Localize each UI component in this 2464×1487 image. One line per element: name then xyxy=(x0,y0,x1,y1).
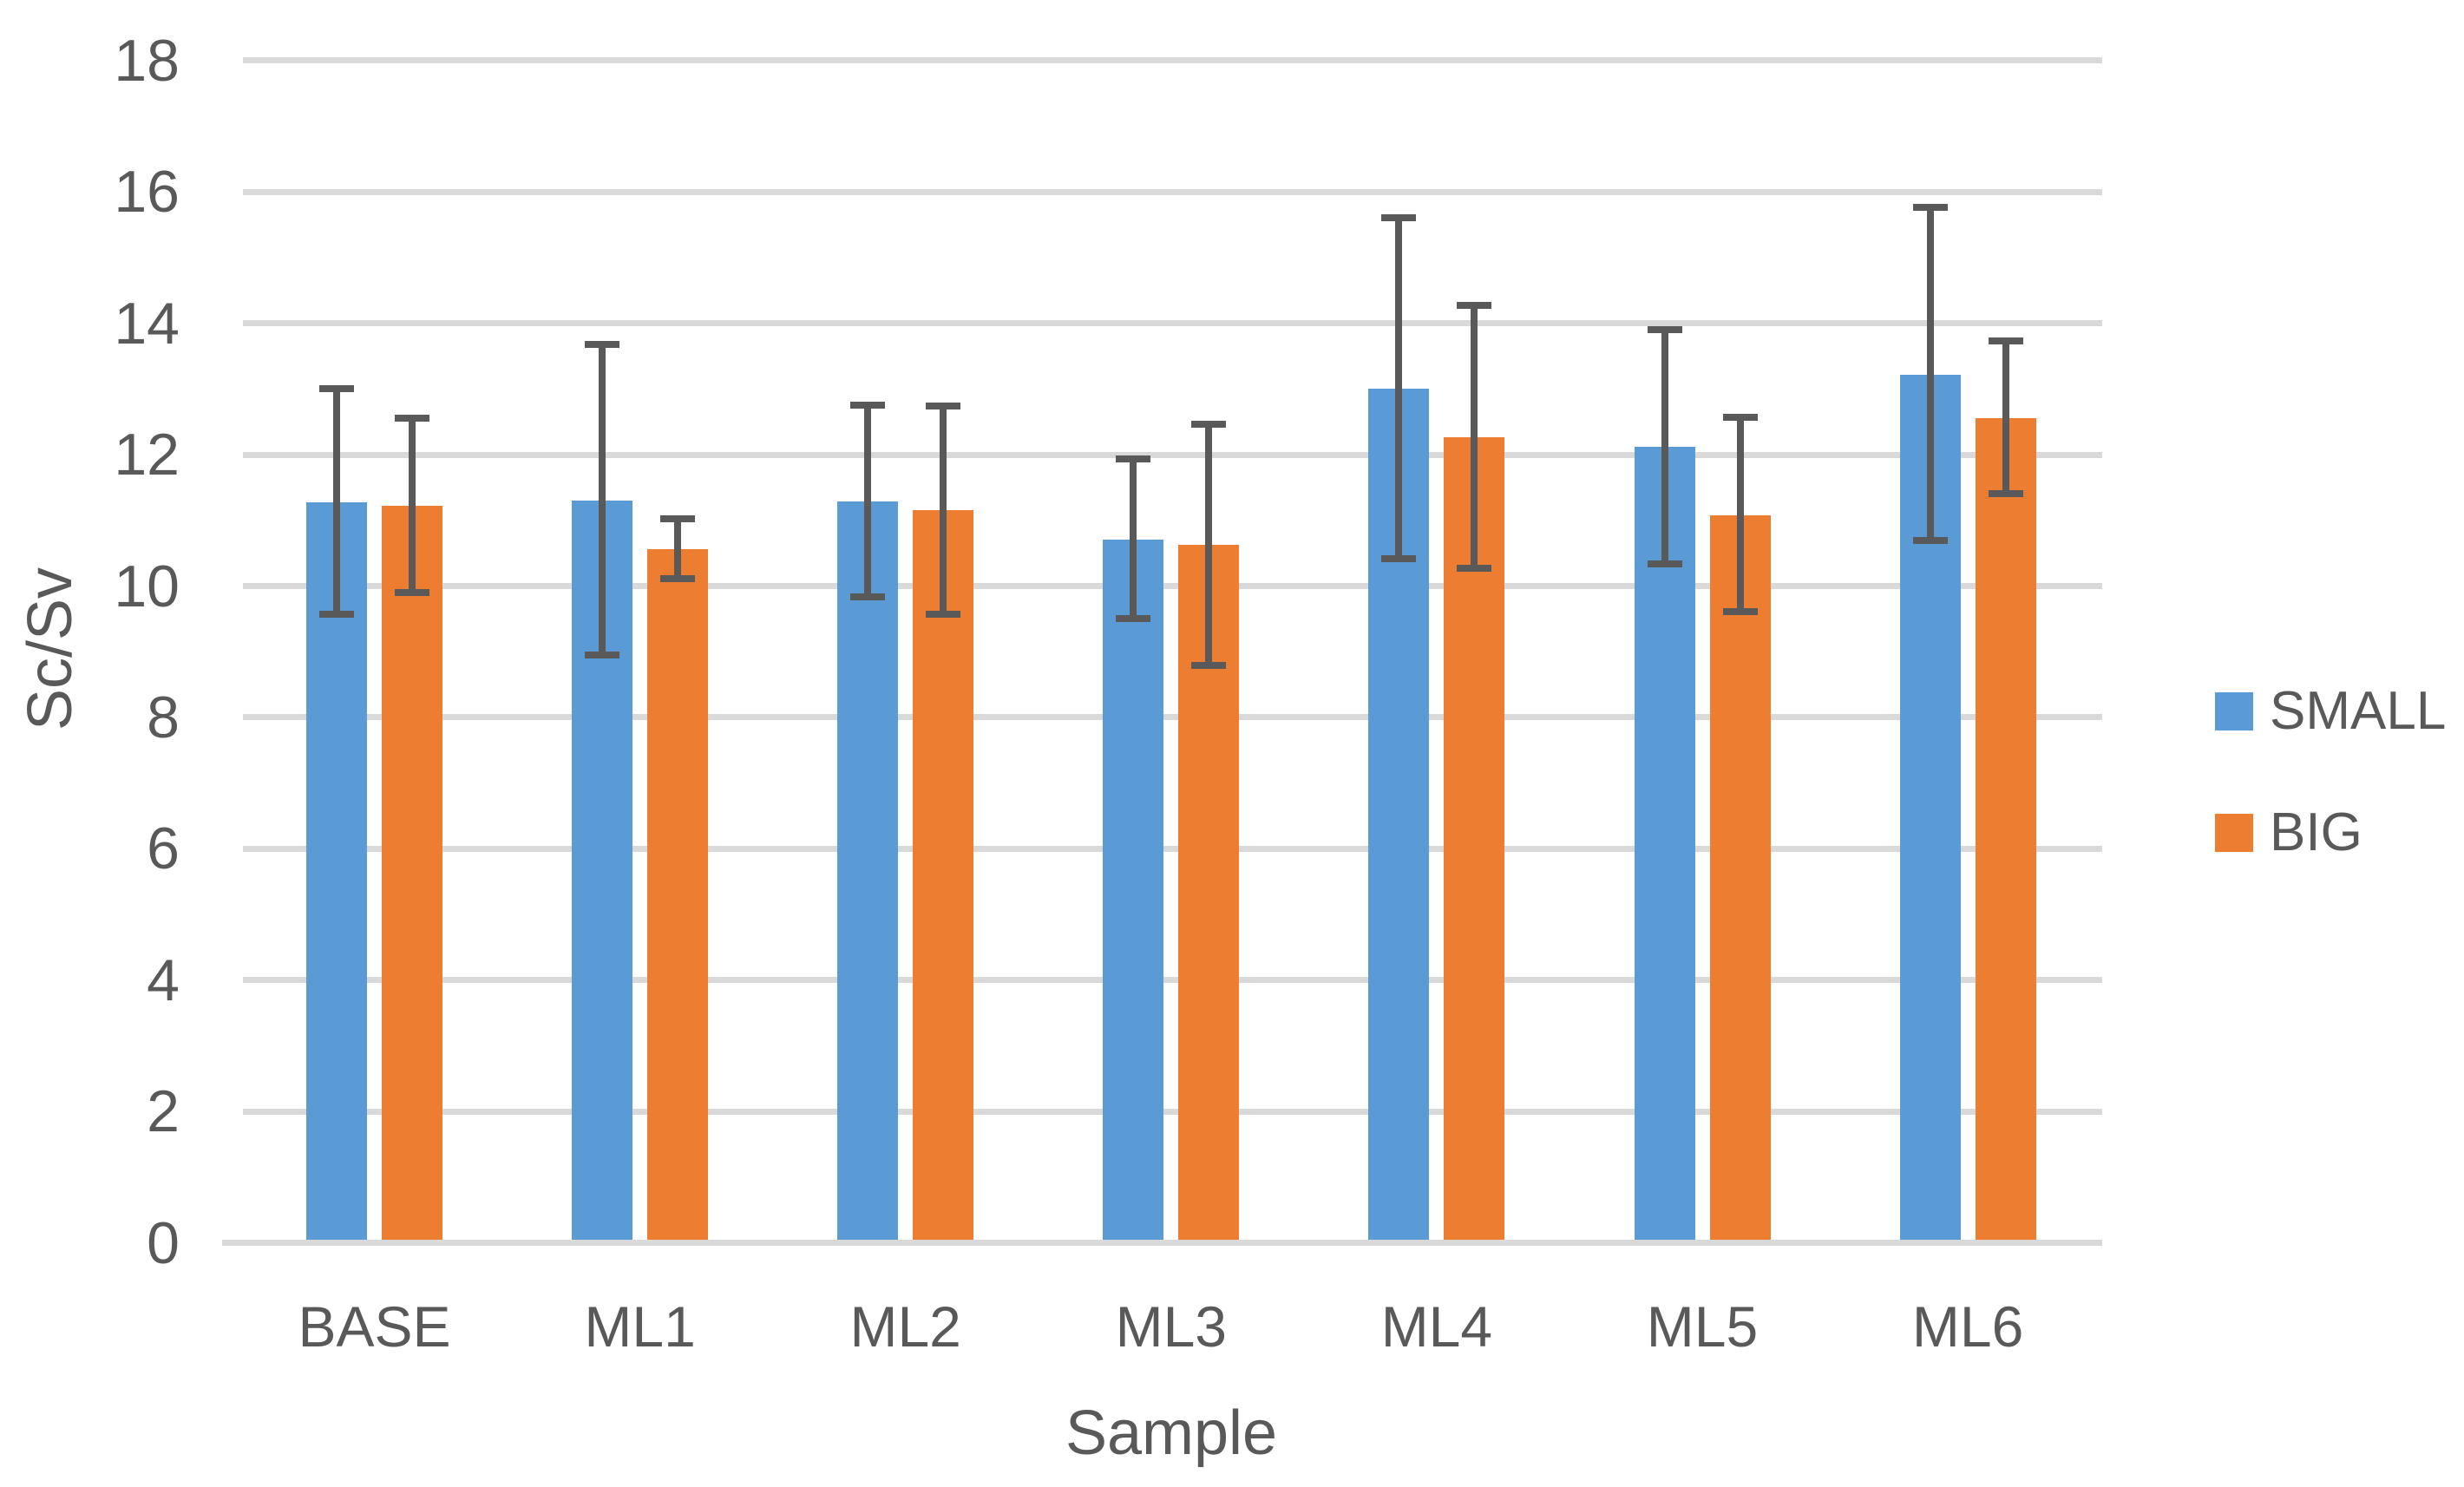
error-bar-cap-lower xyxy=(1381,554,1417,562)
gridline xyxy=(243,977,2102,984)
legend-swatch-big xyxy=(2215,814,2253,852)
gridline xyxy=(243,57,2102,64)
error-bar-cap-upper xyxy=(1647,326,1682,334)
y-tick-label: 4 xyxy=(147,947,180,1013)
error-bar-small-ml4 xyxy=(1395,217,1403,559)
error-bar-cap-lower xyxy=(1116,615,1151,623)
error-bar-small-ml5 xyxy=(1661,330,1668,564)
x-category-label: ML2 xyxy=(849,1294,961,1359)
error-bar-cap-upper xyxy=(660,515,696,523)
y-tick-label: 8 xyxy=(147,684,180,750)
y-tick-label: 10 xyxy=(114,553,180,619)
x-category-label: ML4 xyxy=(1380,1294,1493,1359)
bar-big-ml6 xyxy=(1975,417,2036,1240)
error-bar-cap-upper xyxy=(395,415,429,423)
error-bar-cap-lower xyxy=(1191,662,1227,670)
error-bar-big-ml4 xyxy=(1471,305,1478,569)
error-bar-big-ml5 xyxy=(1736,416,1744,612)
gridline xyxy=(243,845,2102,852)
error-bar-small-ml6 xyxy=(1926,207,1934,540)
bar-big-ml1 xyxy=(647,549,709,1240)
bar-big-ml2 xyxy=(913,510,974,1240)
error-bar-small-ml2 xyxy=(864,405,872,598)
error-bar-big-ml2 xyxy=(940,406,947,615)
y-tick-label: 6 xyxy=(147,816,180,882)
error-bar-cap-lower xyxy=(850,593,886,601)
bar-big-ml5 xyxy=(1709,514,1771,1240)
y-tick-label: 0 xyxy=(147,1209,180,1276)
y-tick-label: 18 xyxy=(114,27,180,94)
error-bar-small-ml1 xyxy=(599,344,606,655)
y-tick-label: 14 xyxy=(114,290,180,357)
x-category-label: ML1 xyxy=(584,1294,696,1359)
error-bar-cap-lower xyxy=(1988,489,2023,497)
x-category-label: ML6 xyxy=(1911,1294,2024,1359)
error-bar-cap-upper xyxy=(1116,455,1151,463)
error-bar-cap-lower xyxy=(1457,565,1492,573)
error-bar-cap-upper xyxy=(1988,337,2023,345)
bar-big-base xyxy=(382,506,442,1240)
error-bar-cap-lower xyxy=(1722,608,1758,616)
x-category-label: ML5 xyxy=(1646,1294,1759,1359)
bar-small-base xyxy=(306,502,367,1240)
error-bar-cap-upper xyxy=(850,402,886,409)
bar-small-ml5 xyxy=(1634,447,1695,1240)
x-category-label: ML3 xyxy=(1115,1294,1227,1359)
y-tick-label: 16 xyxy=(114,159,180,226)
error-bar-cap-upper xyxy=(1457,302,1492,310)
x-category-label: BASE xyxy=(298,1294,451,1359)
gridline xyxy=(243,1108,2102,1115)
x-axis-title: Sample xyxy=(1065,1399,1278,1468)
error-bar-cap-lower xyxy=(395,589,429,597)
legend-item-label: BIG xyxy=(2270,802,2362,862)
error-bar-big-ml1 xyxy=(674,519,682,580)
gridline xyxy=(243,714,2102,721)
error-bar-cap-upper xyxy=(585,340,620,348)
error-bar-big-ml3 xyxy=(1205,424,1213,666)
gridline xyxy=(243,320,2102,327)
error-bar-cap-upper xyxy=(1381,213,1417,221)
error-bar-small-base xyxy=(333,388,340,615)
y-axis-title: Sc/Sv xyxy=(16,567,85,731)
error-bar-cap-lower xyxy=(1912,536,1948,544)
error-bar-cap-upper xyxy=(1722,413,1758,421)
bar-small-ml3 xyxy=(1103,539,1164,1240)
y-tick-label: 12 xyxy=(114,422,180,488)
error-bar-cap-lower xyxy=(319,611,354,619)
error-bar-cap-lower xyxy=(585,651,620,658)
error-bar-cap-upper xyxy=(1912,204,1948,212)
bar-small-ml2 xyxy=(837,501,899,1240)
gridline xyxy=(243,583,2102,589)
error-bar-big-base xyxy=(409,418,416,593)
y-tick-label: 2 xyxy=(147,1078,180,1145)
error-bar-cap-upper xyxy=(1191,421,1227,429)
legend-item-label: SMALL xyxy=(2270,681,2447,741)
legend-swatch-small xyxy=(2215,692,2253,730)
error-bar-big-ml6 xyxy=(2002,341,2009,494)
error-bar-small-ml3 xyxy=(1130,459,1137,619)
error-bar-cap-lower xyxy=(660,575,696,583)
gridline xyxy=(243,188,2102,195)
x-axis-line xyxy=(222,1240,2102,1246)
error-bar-cap-upper xyxy=(926,403,961,410)
gridline xyxy=(243,451,2102,458)
error-bar-cap-upper xyxy=(319,384,354,392)
error-bar-cap-lower xyxy=(926,611,961,619)
error-bar-cap-lower xyxy=(1647,560,1682,567)
